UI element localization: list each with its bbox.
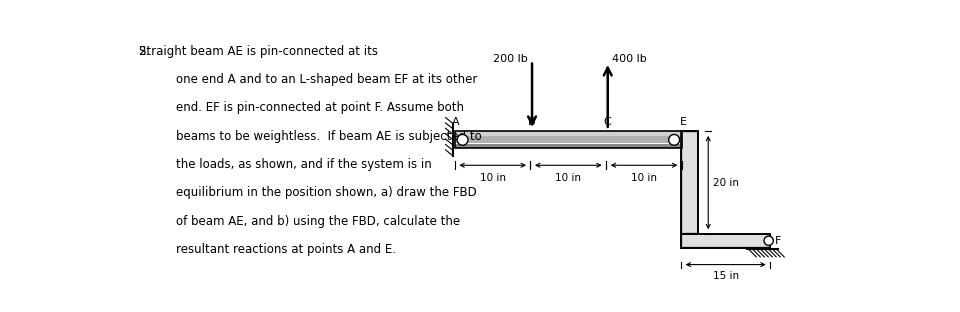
Text: 200 lb: 200 lb: [493, 54, 528, 64]
Text: 20 in: 20 in: [713, 178, 739, 188]
Bar: [683, 235, 769, 246]
Bar: [455, 131, 682, 148]
Text: 400 lb: 400 lb: [612, 54, 647, 64]
Text: the loads, as shown, and if the system is in: the loads, as shown, and if the system i…: [176, 158, 432, 171]
Text: 2.: 2.: [138, 45, 150, 58]
Text: F: F: [775, 236, 781, 246]
Bar: [681, 131, 698, 234]
Text: 10 in: 10 in: [631, 173, 657, 183]
Bar: [455, 131, 682, 136]
Text: resultant reactions at points A and E.: resultant reactions at points A and E.: [176, 243, 396, 256]
Bar: [683, 133, 697, 232]
Bar: [681, 234, 770, 248]
Text: end. EF is pin-connected at point F. Assume both: end. EF is pin-connected at point F. Ass…: [176, 101, 464, 114]
Text: 10 in: 10 in: [555, 173, 582, 183]
Text: 15 in: 15 in: [712, 271, 739, 281]
Text: equilibrium in the position shown, a) draw the FBD: equilibrium in the position shown, a) dr…: [176, 186, 476, 199]
Bar: [681, 234, 770, 248]
Circle shape: [457, 134, 468, 145]
Bar: [455, 144, 682, 148]
Text: E: E: [680, 117, 687, 127]
Circle shape: [764, 236, 774, 245]
Text: Straight beam AE is pin-connected at its: Straight beam AE is pin-connected at its: [138, 45, 377, 58]
Circle shape: [669, 134, 680, 145]
Bar: [681, 131, 698, 234]
Text: one end A and to an L-shaped beam EF at its other: one end A and to an L-shaped beam EF at …: [176, 73, 477, 86]
Text: of beam AE, and b) using the FBD, calculate the: of beam AE, and b) using the FBD, calcul…: [176, 215, 460, 228]
Bar: [455, 134, 682, 143]
Text: A: A: [452, 117, 460, 127]
Text: 10 in: 10 in: [480, 173, 506, 183]
Text: C: C: [604, 117, 612, 127]
Text: B: B: [528, 117, 536, 127]
Text: beams to be weightless.  If beam AE is subjected to: beams to be weightless. If beam AE is su…: [176, 130, 482, 143]
